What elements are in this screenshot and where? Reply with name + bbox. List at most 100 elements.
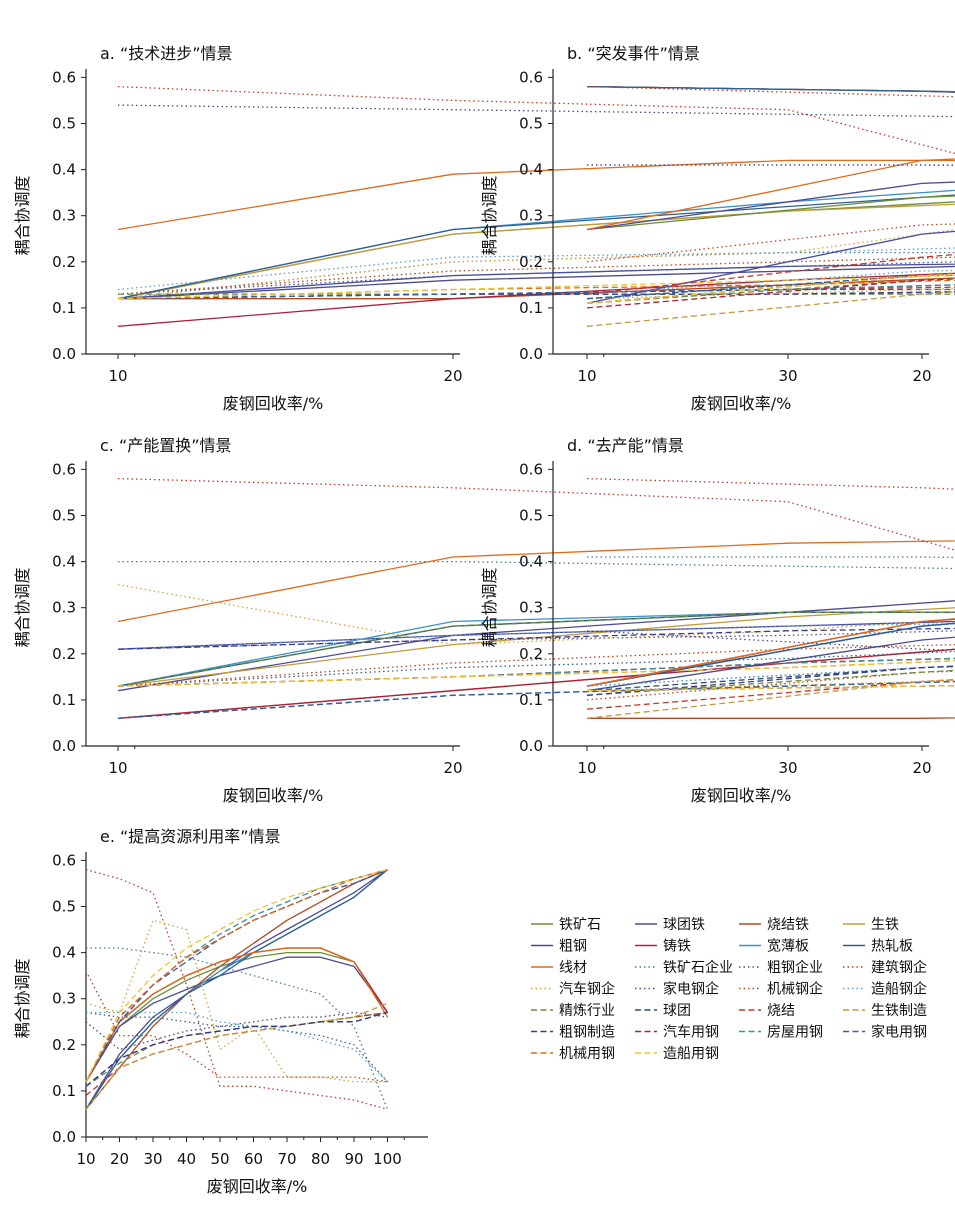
- series-line: [85, 956, 389, 1083]
- panel-title: a. “技术进步”情景: [100, 44, 233, 63]
- legend-label: 汽车用钢: [663, 1024, 719, 1041]
- legend-label: 机械钢企: [767, 981, 823, 998]
- legend-label: 生铁: [871, 917, 899, 933]
- y-tick-label: 0.0: [52, 737, 76, 755]
- legend-label: 球团: [663, 1003, 691, 1019]
- legend-label: 生铁制造: [871, 1003, 927, 1019]
- series-line: [586, 622, 955, 687]
- series-line: [586, 618, 955, 687]
- legend-item: 球团铁: [635, 917, 705, 933]
- series-line: [117, 228, 955, 300]
- x-axis-title: 废钢回收率/%: [691, 786, 792, 805]
- series-line: [117, 607, 955, 687]
- series-line: [117, 263, 955, 300]
- x-tick-label: 10: [108, 367, 127, 385]
- x-tick-label: 40: [177, 1150, 196, 1168]
- x-tick-label: 30: [778, 367, 797, 385]
- series-line: [587, 164, 955, 166]
- x-tick-label: 80: [311, 1150, 330, 1168]
- series-line: [117, 540, 955, 623]
- x-tick-label: 90: [344, 1150, 363, 1168]
- x-axis-title: 废钢回收率/%: [223, 394, 324, 413]
- y-tick-label: 0.1: [519, 691, 543, 709]
- y-tick-label: 0.3: [52, 990, 76, 1008]
- series-line: [85, 947, 389, 1083]
- x-tick-label: 20: [443, 759, 462, 777]
- legend-item: 精炼行业: [531, 1003, 615, 1019]
- series-line: [85, 970, 388, 1083]
- legend-label: 机械用钢: [559, 1046, 615, 1062]
- y-tick-label: 0.1: [519, 299, 543, 317]
- x-tick-label: 20: [110, 1150, 129, 1168]
- series-line: [586, 622, 955, 687]
- series-line: [586, 253, 955, 295]
- series-line: [86, 1011, 388, 1083]
- legend-label: 精炼行业: [559, 1003, 615, 1019]
- y-tick-label: 0.5: [519, 115, 543, 133]
- series-line: [85, 868, 388, 1082]
- y-tick-label: 0.3: [519, 207, 543, 225]
- legend-item: 生铁: [843, 917, 899, 933]
- y-tick-label: 0.0: [519, 345, 543, 363]
- legend-item: 造船用钢: [635, 1046, 719, 1062]
- legend-label: 粗钢: [559, 939, 587, 955]
- series-line: [85, 868, 388, 1083]
- series-line: [117, 600, 955, 692]
- legend-item: 家电用钢: [843, 1024, 927, 1041]
- legend-item: 建筑钢企: [843, 959, 927, 976]
- series-line: [117, 611, 955, 687]
- legend-label: 粗钢企业: [767, 959, 823, 976]
- y-axis-title: 耦合协调度: [13, 958, 32, 1038]
- series-line: [117, 201, 955, 300]
- series-line: [85, 869, 388, 1110]
- x-tick-label: 70: [277, 1150, 296, 1168]
- series-line: [85, 868, 388, 1082]
- y-tick-label: 0.0: [52, 1128, 76, 1146]
- y-tick-label: 0.4: [52, 553, 76, 571]
- legend-item: 粗钢: [531, 939, 587, 955]
- legend-label: 球团铁: [663, 917, 705, 933]
- series-line: [586, 618, 955, 687]
- series-line: [117, 272, 955, 327]
- y-tick-label: 0.5: [519, 507, 543, 525]
- x-tick-label: 20: [912, 367, 931, 385]
- series-line: [117, 194, 955, 300]
- legend-item: 铁矿石: [531, 917, 601, 933]
- y-tick-label: 0.2: [52, 253, 76, 271]
- x-axis-title: 废钢回收率/%: [207, 1177, 308, 1196]
- y-tick-label: 0.1: [52, 299, 76, 317]
- series-line: [586, 618, 955, 687]
- y-tick-label: 0.3: [519, 599, 543, 617]
- series-line: [85, 868, 388, 1110]
- y-tick-label: 0.4: [519, 553, 543, 571]
- y-tick-label: 0.6: [52, 460, 76, 478]
- y-axis-title: 耦合协调度: [13, 567, 32, 647]
- series-line: [85, 869, 388, 1110]
- panel-title: e. “提高资源利用率”情景: [100, 827, 281, 846]
- x-tick-label: 50: [210, 1150, 229, 1168]
- x-tick-label: 10: [577, 759, 596, 777]
- series-line: [85, 868, 388, 1083]
- y-tick-label: 0.6: [519, 68, 543, 86]
- legend-item: 热轧板: [843, 939, 913, 955]
- panel-title: d. “去产能”情景: [567, 436, 684, 455]
- legend-label: 线材: [559, 960, 587, 976]
- legend-item: 家电钢企: [635, 981, 719, 998]
- y-tick-label: 0.2: [519, 645, 543, 663]
- y-tick-label: 0.1: [52, 691, 76, 709]
- legend-item: 汽车用钢: [635, 1024, 719, 1041]
- series-line: [85, 1002, 388, 1110]
- y-tick-label: 0.2: [519, 253, 543, 271]
- legend-item: 汽车钢企: [531, 981, 615, 998]
- y-tick-label: 0.0: [52, 345, 76, 363]
- x-tick-label: 10: [76, 1150, 95, 1168]
- y-tick-label: 0.6: [52, 851, 76, 869]
- series-line: [85, 868, 388, 1082]
- x-tick-label: 20: [443, 367, 462, 385]
- y-tick-label: 0.4: [52, 944, 76, 962]
- legend-label: 烧结: [767, 1003, 795, 1019]
- y-tick-label: 0.4: [52, 161, 76, 179]
- chart-panels: 0.0 0.1 0.2 0.3 0.4 0.5 0.6 10 20 30 40 50 60 70 80 90 1…: [13, 44, 955, 1196]
- panel-title: b. “突发事件”情景: [567, 44, 700, 63]
